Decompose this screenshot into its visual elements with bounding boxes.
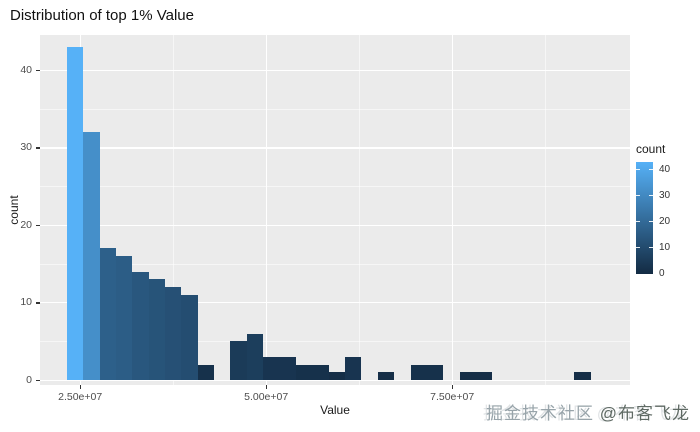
y-axis-tick-label: 10 — [20, 296, 32, 309]
histogram-bar — [279, 356, 296, 380]
y-axis-tick-mark — [36, 69, 40, 72]
legend-tick-mark — [649, 273, 653, 275]
histogram-bar — [99, 248, 116, 380]
watermark: 掘金技术社区 @布客飞龙 — [486, 399, 690, 424]
legend-tick-mark — [636, 221, 640, 223]
gridline-minor-vertical — [545, 35, 547, 385]
legend-tick-label: 0 — [659, 268, 665, 279]
histogram-bar — [312, 364, 329, 380]
gridline-minor-vertical — [359, 35, 361, 385]
histogram-bar — [164, 287, 182, 380]
watermark-author: @布客飞龙 — [599, 404, 690, 423]
x-axis-tick-mark — [79, 385, 82, 389]
gridline-minor-vertical — [173, 35, 175, 385]
gridline-major-horizontal — [40, 379, 630, 381]
y-axis-tick-mark — [36, 147, 40, 149]
gridline-minor-horizontal — [40, 263, 630, 265]
x-axis-tick-label: 5.00e+07 — [244, 391, 289, 403]
legend-tick-mark — [649, 169, 653, 171]
gridline-major-vertical — [265, 35, 268, 385]
histogram-bar — [345, 356, 362, 380]
y-axis-tick-label: 30 — [20, 141, 32, 154]
histogram-bar — [263, 356, 280, 380]
legend-tick-mark — [636, 273, 640, 275]
watermark-community: 掘金技术社区 — [486, 404, 594, 423]
histogram-bar — [181, 294, 198, 380]
histogram-bar — [132, 271, 149, 380]
histogram-bar — [377, 372, 395, 380]
histogram-bar — [328, 372, 346, 380]
y-axis-tick-label: 40 — [20, 63, 32, 76]
histogram-bar — [66, 47, 84, 380]
histogram-bar — [295, 364, 313, 380]
histogram-bar — [197, 364, 215, 380]
legend-colorbar: 40 30 20 10 0 — [636, 162, 670, 279]
x-axis-tick-label: 7.50e+07 — [430, 391, 475, 403]
legend-tick-mark — [636, 195, 640, 197]
histogram-bar — [459, 372, 476, 380]
x-axis-tick-mark — [451, 385, 454, 389]
y-axis-tick-mark — [36, 224, 40, 227]
legend-tick-mark — [649, 221, 653, 223]
plot-panel — [40, 35, 630, 385]
histogram-bar — [426, 364, 444, 380]
gridline-major-horizontal — [40, 302, 630, 304]
histogram-bar — [410, 364, 427, 380]
y-axis-tick-mark — [36, 302, 40, 304]
legend-tick-mark — [649, 247, 653, 249]
gridline-minor-horizontal — [40, 108, 630, 110]
y-axis-tick-label: 0 — [26, 373, 32, 386]
histogram-bar — [83, 132, 100, 380]
legend-tick-label: 30 — [659, 189, 671, 201]
legend-tick-label: 10 — [659, 241, 671, 253]
legend-tick-label: 40 — [659, 163, 671, 175]
gridline-major-vertical — [451, 35, 454, 385]
x-axis-tick-label: 2.50e+07 — [58, 391, 103, 403]
legend-tick-mark — [649, 195, 653, 197]
histogram-bar — [574, 372, 591, 380]
legend-tick-mark — [636, 247, 640, 249]
gridline-major-horizontal — [40, 224, 630, 226]
histogram-bar — [115, 256, 133, 380]
gridline-major-horizontal — [40, 69, 630, 72]
gridline-major-horizontal — [40, 147, 630, 149]
gridline-minor-horizontal — [40, 186, 630, 188]
histogram-bar — [475, 372, 493, 380]
histogram-bar — [230, 341, 247, 380]
x-axis-label: Value — [320, 403, 350, 417]
y-axis-tick-label: 20 — [20, 218, 32, 231]
legend-title: count — [636, 142, 666, 156]
legend: count 40 30 20 10 0 — [636, 142, 700, 279]
chart-title: Distribution of top 1% Value — [10, 7, 194, 24]
histogram-bar — [246, 333, 264, 380]
legend-tick-mark — [636, 169, 640, 171]
gridline-minor-horizontal — [40, 341, 630, 343]
histogram-bar — [148, 279, 165, 380]
x-axis-tick-mark — [265, 385, 268, 389]
legend-tick-label: 20 — [659, 215, 671, 227]
y-axis-tick-mark — [36, 379, 40, 381]
